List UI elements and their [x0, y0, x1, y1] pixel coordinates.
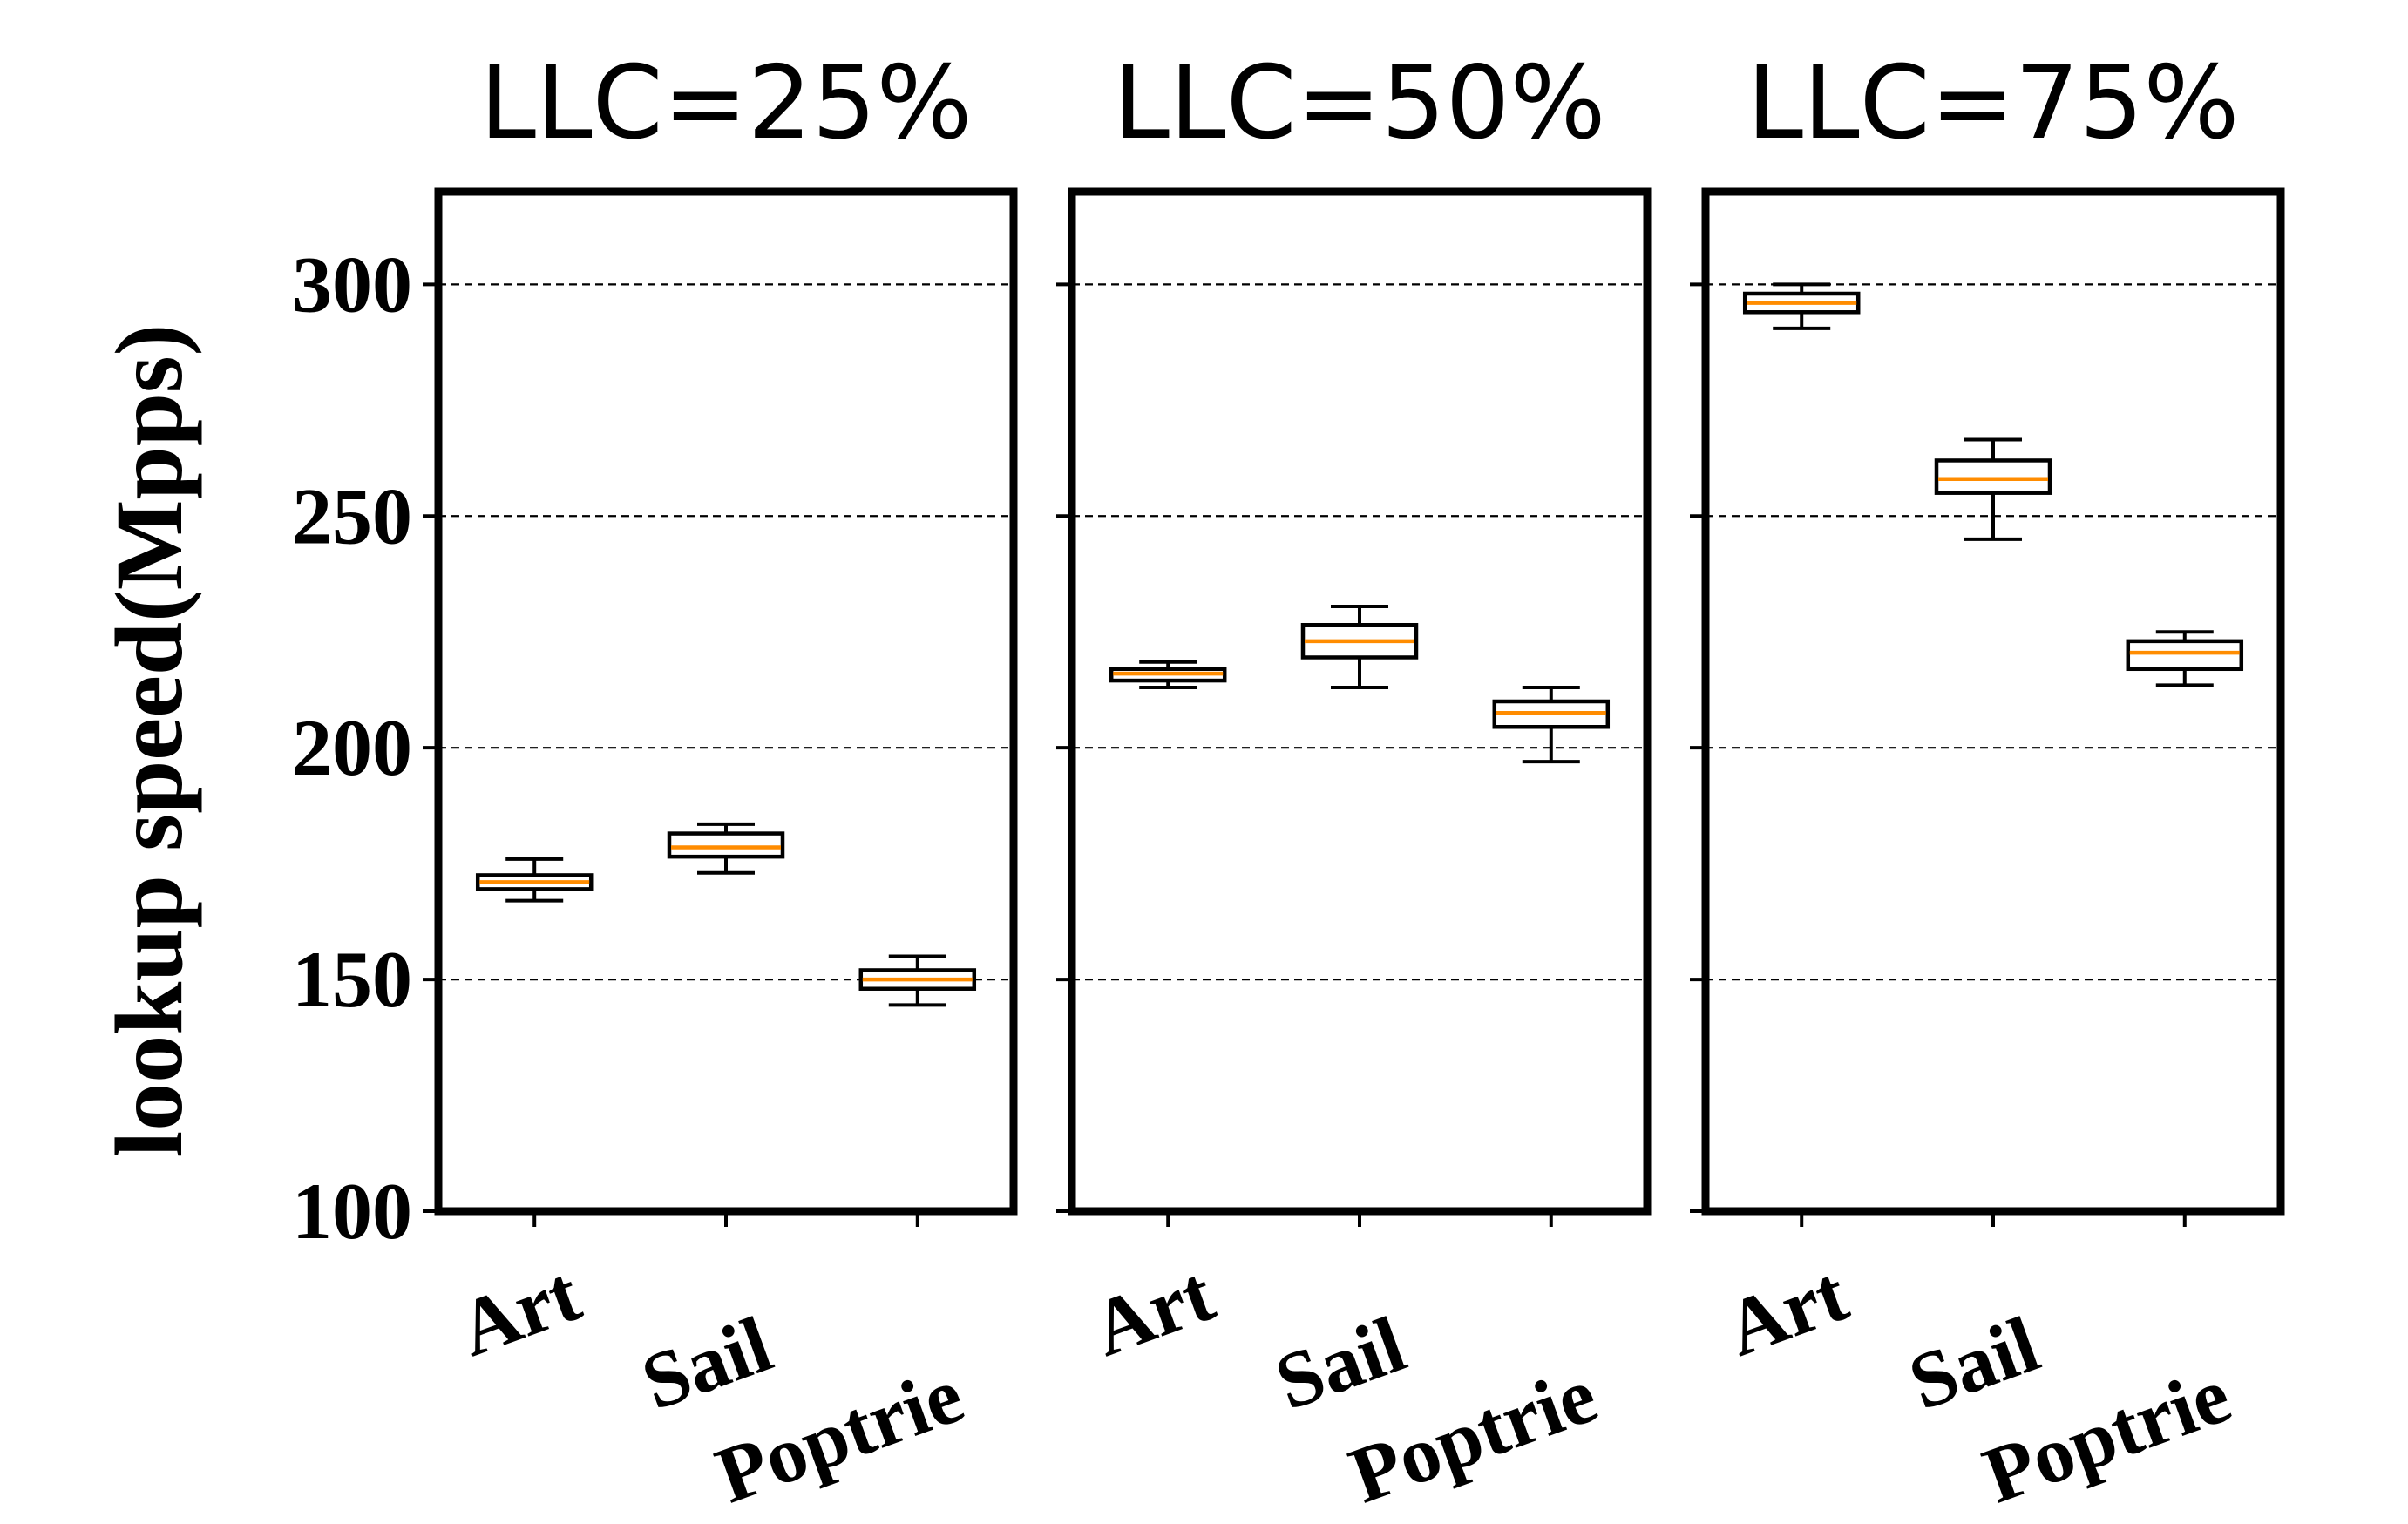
x-tick-label: Art: [1715, 1249, 1859, 1373]
panel-title: LLC=50%: [1113, 44, 1605, 162]
x-tick-label: Sail: [631, 1299, 783, 1427]
y-tick-label: 300: [292, 240, 412, 329]
box-art: [1742, 282, 1861, 330]
axes-frame: [1701, 187, 2285, 1216]
axes-frame: [1068, 187, 1652, 1216]
box-poptrie: [858, 954, 977, 1007]
x-tick-label: Art: [1082, 1249, 1225, 1373]
box-iqr: [2126, 639, 2244, 672]
y-axis-label: lookup speed(Mpps): [96, 324, 202, 1158]
box-sail: [1300, 604, 1419, 690]
box-art: [1109, 660, 1227, 690]
box-poptrie: [2126, 630, 2244, 687]
box-sail: [1934, 437, 2052, 541]
x-tick-label: Art: [448, 1249, 592, 1373]
y-tick-label: 250: [292, 471, 412, 560]
panel-title: LLC=75%: [1747, 44, 2239, 162]
box-iqr: [1934, 458, 2052, 495]
y-tick-label: 150: [292, 935, 412, 1024]
box-poptrie: [1492, 686, 1611, 764]
box-sail: [667, 822, 785, 875]
panel-title: LLC=25%: [479, 44, 972, 162]
y-tick-label: 200: [292, 703, 412, 792]
y-tick-label: 100: [292, 1167, 412, 1256]
box-iqr: [667, 831, 785, 859]
x-tick-label: Sail: [1265, 1299, 1416, 1427]
axes-frame: [434, 187, 1018, 1216]
x-tick-label: Sail: [1898, 1299, 2050, 1427]
box-art: [475, 857, 594, 903]
